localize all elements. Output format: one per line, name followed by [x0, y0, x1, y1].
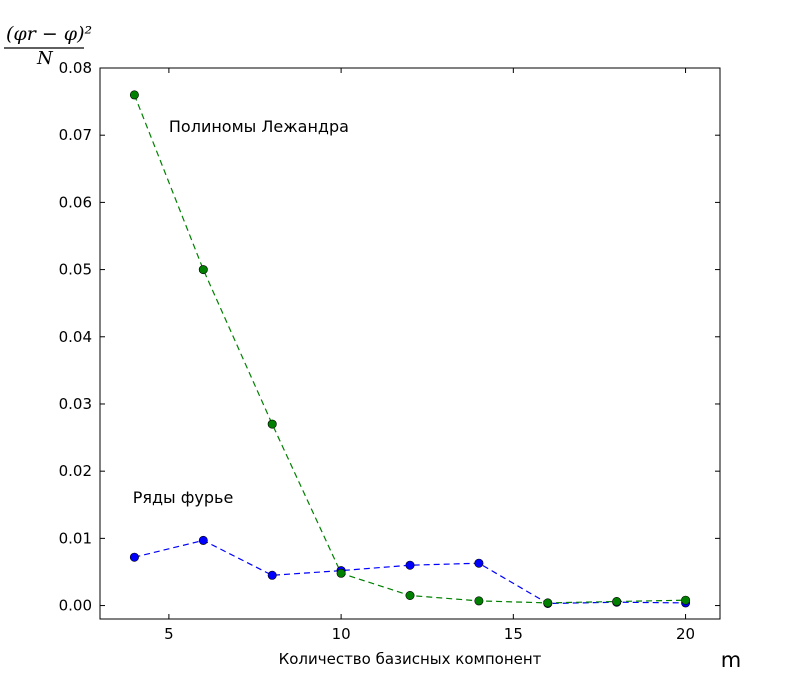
- y-tick-label: 0.07: [59, 126, 92, 144]
- x-tick-label: 20: [676, 625, 695, 643]
- x-tick-label: 15: [504, 625, 523, 643]
- series-1-point: [129, 90, 139, 100]
- x-axis-extra-label: m: [721, 648, 741, 672]
- y-tick-label: 0.08: [59, 59, 92, 77]
- y-tick-label: 0.06: [59, 193, 92, 211]
- annotation-fourier: Ряды фурье: [133, 488, 234, 507]
- y-tick-label: 0.00: [59, 597, 92, 615]
- series-1-line: [133, 94, 686, 604]
- y-axis-label-numerator: (φr − φ)²: [6, 23, 92, 45]
- series-1-point: [198, 265, 208, 275]
- y-axis-label-denominator: N: [36, 48, 54, 69]
- plot-layer: [129, 90, 691, 608]
- x-tick-label: 10: [332, 625, 351, 643]
- plot-frame: [99, 67, 721, 620]
- y-tick-label: 0.03: [59, 395, 92, 413]
- series-1-point: [267, 419, 277, 429]
- series-1-point: [405, 590, 415, 600]
- y-tick-label: 0.01: [59, 529, 92, 547]
- annotation-legendre: Полиномы Лежандра: [169, 117, 349, 136]
- series-1-point: [474, 596, 484, 606]
- y-tick-label: 0.05: [59, 261, 92, 279]
- series-0-point: [198, 535, 208, 545]
- series-1-point: [681, 595, 691, 605]
- series-0-point: [474, 558, 484, 568]
- y-axis-label: (φr − φ)² N: [4, 23, 92, 69]
- series-0-line: [134, 539, 686, 605]
- series-0-point: [405, 560, 415, 570]
- tick-layer: 5 10 15 20 0.00 0.01 0.02 0.03 0.04 0.05 0.06 0.07 0…: [59, 59, 720, 643]
- series-1-point: [336, 568, 346, 578]
- series-1-point: [543, 598, 553, 608]
- y-tick-label: 0.02: [59, 462, 92, 480]
- x-axis-label: Количество базисных компонент: [279, 650, 542, 668]
- series-1-point: [612, 596, 622, 606]
- series-0-point: [129, 552, 139, 562]
- y-tick-label: 0.04: [59, 328, 92, 346]
- x-tick-label: 5: [164, 625, 174, 643]
- series-0-point: [267, 570, 277, 580]
